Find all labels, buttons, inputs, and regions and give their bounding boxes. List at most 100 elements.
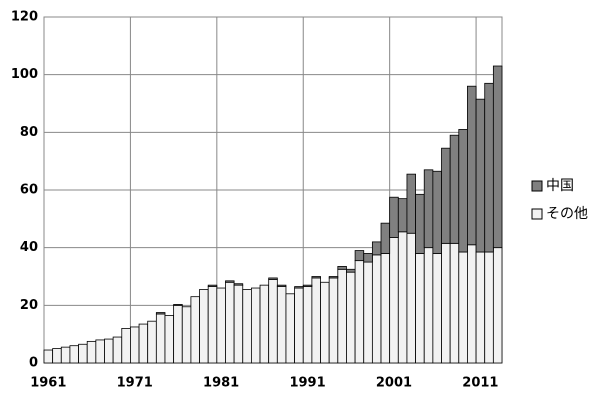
- bar: [130, 326, 140, 364]
- y-tick-label: 20: [20, 298, 38, 313]
- y-tick-label: 0: [29, 356, 38, 371]
- bar: [250, 287, 261, 364]
- bar: [181, 306, 192, 364]
- bar: [389, 196, 399, 238]
- bar: [475, 98, 486, 253]
- bar: [199, 289, 209, 364]
- bar: [268, 278, 278, 364]
- bar: [242, 289, 252, 364]
- bar: [354, 260, 365, 364]
- x-tick-label: 2001: [376, 376, 412, 391]
- bar: [406, 232, 416, 364]
- x-tick-label: 2011: [462, 376, 498, 391]
- bar: [173, 304, 183, 306]
- bar: [320, 281, 330, 364]
- legend-label: その他: [546, 206, 588, 222]
- bar: [371, 254, 382, 364]
- bar: [302, 286, 313, 364]
- bar: [276, 284, 287, 287]
- bar: [397, 198, 408, 233]
- bar: [363, 261, 373, 364]
- bar: [233, 283, 244, 286]
- bar: [415, 193, 425, 254]
- bar: [285, 293, 296, 364]
- bar: [276, 286, 287, 364]
- bar: [95, 339, 105, 364]
- bar: [225, 281, 235, 364]
- legend-swatch: [531, 180, 543, 192]
- bar: [397, 231, 408, 364]
- y-tick-label: 100: [11, 67, 38, 82]
- bar: [112, 336, 123, 364]
- bar: [43, 349, 54, 364]
- bar: [259, 284, 270, 364]
- bar: [449, 134, 460, 244]
- bar: [147, 320, 157, 364]
- bar: [423, 247, 434, 364]
- bar: [233, 284, 244, 364]
- bar: [492, 247, 503, 364]
- x-tick-label: 1981: [203, 376, 239, 391]
- bar: [467, 244, 477, 364]
- y-tick-label: 120: [11, 10, 38, 25]
- x-tick-label: 1961: [30, 376, 66, 391]
- bar: [268, 277, 278, 280]
- bar: [225, 280, 235, 283]
- bar: [380, 222, 391, 254]
- bar: [389, 237, 399, 364]
- bar: [121, 327, 131, 364]
- bar: [216, 287, 226, 364]
- bar: [60, 346, 71, 364]
- bar: [190, 296, 200, 364]
- bar: [311, 277, 321, 364]
- legend-swatch: [531, 208, 543, 220]
- bar: [173, 304, 183, 364]
- bar: [155, 313, 166, 364]
- bar: [484, 82, 494, 253]
- bar: [441, 147, 451, 244]
- bar: [104, 338, 114, 364]
- bar: [441, 242, 451, 364]
- bar: [423, 169, 434, 249]
- bar: [346, 268, 356, 273]
- bar: [467, 85, 477, 246]
- bar: [86, 340, 97, 364]
- bar: [363, 253, 373, 263]
- bar: [475, 251, 486, 364]
- bar: [337, 266, 347, 270]
- x-tick-label: 1991: [289, 376, 325, 391]
- y-tick-label: 80: [20, 125, 38, 140]
- x-tick-label: 1971: [117, 376, 153, 391]
- bar: [458, 129, 468, 253]
- bar: [311, 276, 321, 279]
- bar: [371, 241, 382, 256]
- bar: [207, 286, 218, 364]
- bar: [458, 251, 468, 364]
- bar: [207, 284, 218, 287]
- bar: [432, 170, 442, 254]
- bar: [406, 173, 416, 234]
- bar: [380, 253, 391, 364]
- y-tick-label: 60: [20, 183, 38, 198]
- bar: [492, 65, 503, 249]
- bar: [337, 268, 347, 364]
- bar: [354, 250, 365, 262]
- bar: [155, 312, 166, 315]
- bar: [328, 276, 339, 279]
- bar: [415, 253, 425, 364]
- bar: [69, 345, 79, 364]
- bar: [78, 343, 88, 364]
- bar: [294, 287, 304, 364]
- bar: [52, 348, 62, 364]
- bar: [328, 277, 339, 364]
- bar: [138, 323, 149, 364]
- bar: [346, 271, 356, 364]
- bar: [302, 284, 313, 287]
- bar: [484, 251, 494, 364]
- bar: [294, 286, 304, 289]
- y-tick-label: 40: [20, 240, 38, 255]
- bar: [449, 242, 460, 364]
- bar: [164, 315, 175, 364]
